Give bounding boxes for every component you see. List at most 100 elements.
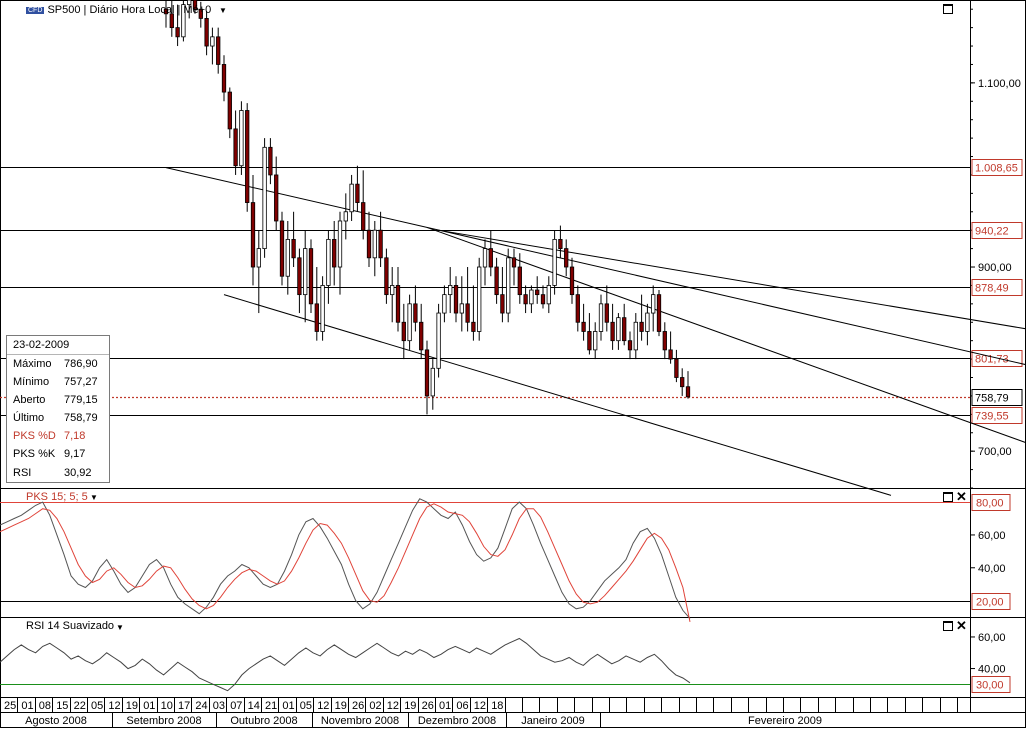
candle-body [181, 4, 186, 38]
stoch-ref-label: 20,00 [976, 597, 1004, 609]
stoch-minimize-icon[interactable] [943, 492, 953, 502]
candle-body [668, 349, 673, 360]
candle-body [337, 220, 343, 268]
minimize-icon[interactable] [943, 4, 953, 14]
candle-body [204, 18, 209, 47]
candle [674, 349, 679, 383]
candle [587, 313, 592, 355]
candle [668, 331, 673, 364]
rsi-ref-tag [971, 676, 1011, 693]
stoch-dropdown-icon[interactable]: ▼ [90, 493, 98, 502]
x-tick-label: 02 [369, 700, 381, 712]
candle [204, 11, 209, 56]
candle-body [268, 146, 273, 176]
candle [303, 230, 308, 323]
candle-body [471, 321, 476, 332]
candle [361, 170, 366, 240]
tooltip-value: 757,27 [64, 376, 98, 389]
chart-title-bar[interactable]: CFD SP500 | Diário Hora Local | Mé+0 [26, 4, 211, 16]
candle [633, 313, 638, 360]
stoch-close-icon[interactable]: ✕ [956, 489, 967, 504]
tooltip-label: Mínimo [13, 376, 50, 389]
candle [575, 285, 580, 332]
candle-body [540, 294, 546, 305]
x-tick-label: 07 [230, 700, 242, 712]
candle [407, 294, 412, 350]
x-month-label: Dezembro 2008 [418, 715, 496, 727]
candle-body [506, 257, 511, 314]
candle [645, 303, 650, 346]
rsi-title[interactable]: RSI 14 Suavizado [26, 620, 114, 632]
candle [314, 267, 319, 341]
candle-body [407, 303, 412, 342]
candle [245, 103, 250, 212]
candle-body [424, 349, 430, 397]
y-tick-label: 1.100,00 [978, 78, 1021, 90]
candle [308, 239, 314, 314]
x-tick-label: 01 [439, 700, 451, 712]
rsi-close-icon[interactable]: ✕ [956, 618, 967, 633]
candle-body [436, 312, 441, 369]
dropdown-icon[interactable]: ▼ [219, 6, 227, 15]
candle-body [552, 238, 557, 286]
candle-body [517, 266, 522, 296]
candle-body [598, 303, 604, 332]
level-tag-label: 739,55 [975, 411, 1009, 423]
candle-body [651, 294, 656, 314]
candle [459, 276, 464, 332]
level-tag [971, 407, 1023, 424]
x-tick-label: 14 [248, 700, 260, 712]
candle [198, 1, 203, 28]
candle [424, 340, 430, 415]
candle [598, 294, 604, 341]
candle-body [546, 285, 551, 305]
candle [413, 285, 418, 332]
x-tick-label: 01 [21, 700, 33, 712]
y-tick-label: 900,00 [978, 262, 1012, 274]
candle-body [529, 289, 534, 305]
candle [332, 220, 337, 286]
candle-body [198, 8, 203, 19]
x-tick-label: 12 [474, 700, 486, 712]
stoch-y-tick-label: 40,00 [978, 563, 1006, 575]
stoch-series-line [0, 498, 691, 619]
candle [540, 285, 546, 309]
candle-body [622, 317, 627, 342]
candle [274, 156, 279, 231]
candle-body [221, 64, 227, 93]
candle [656, 290, 662, 337]
candle [535, 276, 540, 304]
tooltip-row-pksk: PKS %K 9,17 [7, 445, 109, 463]
candle-body [279, 220, 285, 277]
candle-body [610, 321, 615, 342]
candle-body [349, 183, 354, 213]
candle-body [210, 36, 215, 47]
x-tick-label: 03 [213, 700, 225, 712]
x-tick-label: 18 [491, 700, 503, 712]
candle-body [442, 294, 447, 314]
candle [569, 257, 575, 304]
candle-body [187, 0, 192, 6]
candle-body [332, 238, 337, 268]
candle-body [291, 238, 296, 259]
candle-body [343, 211, 348, 222]
stoch-ref-tag [971, 494, 1011, 511]
x-tick-label: 19 [404, 700, 416, 712]
candle-body [274, 174, 279, 222]
level-tag [971, 159, 1023, 176]
x-month-label: Setembro 2008 [126, 715, 201, 727]
candle [297, 248, 302, 314]
x-tick-label: 08 [39, 700, 51, 712]
candle [187, 0, 192, 19]
rsi-dropdown-icon[interactable]: ▼ [116, 623, 124, 632]
rsi-minimize-icon[interactable] [943, 621, 953, 631]
stoch-title[interactable]: PKS 15; 5; 5 [26, 491, 88, 503]
candle-body [685, 386, 691, 398]
x-tick-label: 22 [74, 700, 86, 712]
candle [448, 267, 453, 314]
candle [511, 248, 517, 286]
candle-body [245, 110, 250, 203]
candle [320, 276, 325, 341]
rsi-y-tick-label: 40,00 [978, 664, 1006, 676]
